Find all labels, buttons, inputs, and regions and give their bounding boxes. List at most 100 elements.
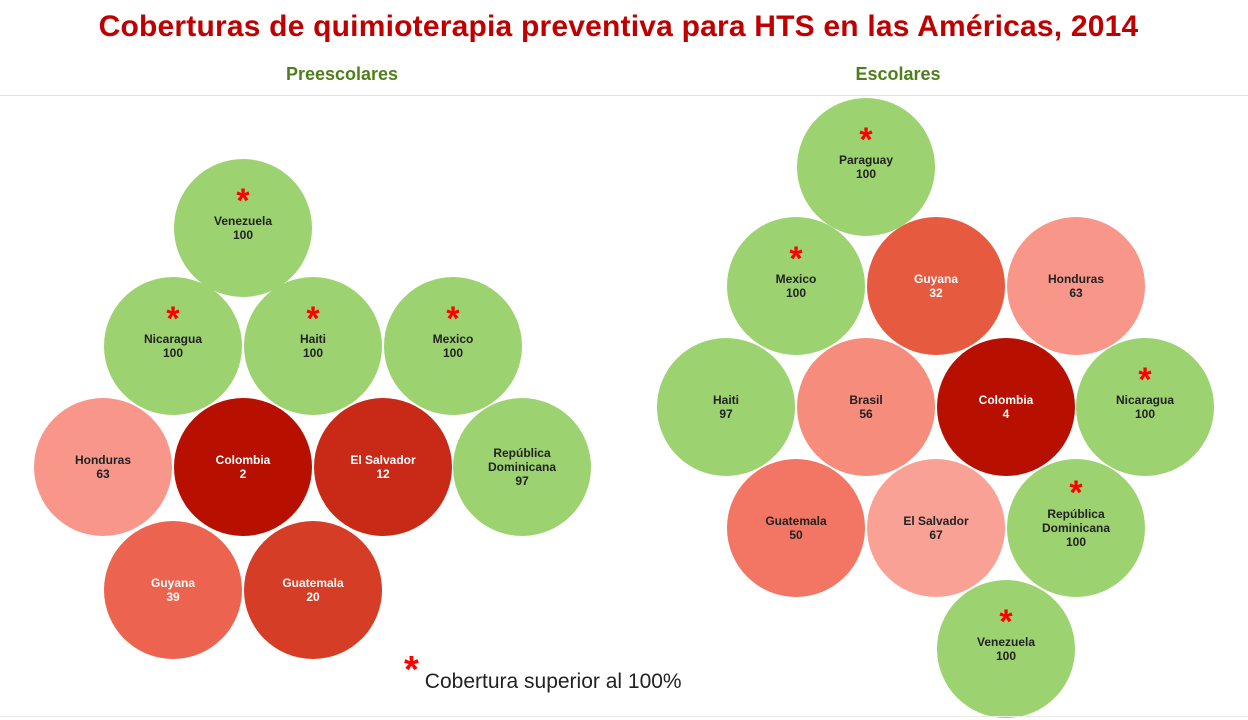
preescolares-haiti-value-label: 100 <box>303 346 323 360</box>
escolares-nicaragua-value-label: 100 <box>1135 407 1155 421</box>
preescolares-guyana-bubble <box>104 521 242 659</box>
preescolares-title: Preescolares <box>285 64 399 84</box>
escolares-mexico-name-label: Mexico <box>776 272 817 286</box>
escolares-guatemala-name-label: Guatemala <box>765 514 827 528</box>
escolares-guatemala-value-label: 50 <box>789 528 803 542</box>
preescolares-guyana-value-label: 39 <box>166 590 180 604</box>
escolares-venezuela-star-icon: * <box>999 603 1013 641</box>
escolares-brasil-name-label: Brasil <box>849 393 882 407</box>
escolares-nicaragua-name-label: Nicaragua <box>1116 393 1174 407</box>
legend: * Cobertura superior al 100% <box>404 650 682 694</box>
preescolares-venezuela-value-label: 100 <box>233 228 253 242</box>
escolares-colombia-bubble <box>937 338 1075 476</box>
escolares-republica-dominicana-name-label: República <box>1047 507 1105 521</box>
escolares-el-salvador-bubble <box>867 459 1005 597</box>
preescolares-colombia-value-label: 2 <box>240 467 247 481</box>
preescolares-mexico-star-icon: * <box>446 300 460 338</box>
preescolares-honduras-name-label: Honduras <box>75 453 131 467</box>
escolares-republica-dominicana-bubble <box>1007 459 1145 597</box>
escolares-guyana-bubble <box>867 217 1005 355</box>
preescolares-mexico-name-label: Mexico <box>433 332 474 346</box>
escolares-brasil-value-label: 56 <box>859 407 873 421</box>
preescolares-colombia-bubble <box>174 398 312 536</box>
escolares-haiti-name-label: Haiti <box>713 393 739 407</box>
preescolares-republica-dominicana-name-label: República <box>493 446 551 460</box>
escolares-guatemala-bubble <box>727 459 865 597</box>
preescolares-nicaragua-star-icon: * <box>166 300 180 338</box>
preescolares-nicaragua-name-label: Nicaragua <box>144 332 202 346</box>
escolares-paraguay-name-label: Paraguay <box>839 153 893 167</box>
preescolares-venezuela-name-label: Venezuela <box>214 214 272 228</box>
escolares-haiti-bubble <box>657 338 795 476</box>
escolares-colombia-name-label: Colombia <box>979 393 1034 407</box>
preescolares-guatemala-bubble <box>244 521 382 659</box>
preescolares-republica-dominicana-name-label: Dominicana <box>488 460 556 474</box>
preescolares-guatemala-value-label: 20 <box>306 590 320 604</box>
header-divider <box>0 95 1248 96</box>
preescolares-haiti-star-icon: * <box>306 300 320 338</box>
preescolares-nicaragua-value-label: 100 <box>163 346 183 360</box>
preescolares-guyana-name-label: Guyana <box>151 576 195 590</box>
escolares-mexico-bubble <box>727 217 865 355</box>
escolares-nicaragua-star-icon: * <box>1138 361 1152 399</box>
chart-title: Coberturas de quimioterapia preventiva p… <box>98 10 1139 43</box>
escolares-mexico-value-label: 100 <box>786 286 806 300</box>
preescolares-venezuela-bubble <box>174 159 312 297</box>
preescolares-honduras-bubble <box>34 398 172 536</box>
legend-text: Cobertura superior al 100% <box>424 670 682 693</box>
escolares-paraguay-star-icon: * <box>859 121 873 159</box>
preescolares-mexico-value-label: 100 <box>443 346 463 360</box>
preescolares-colombia-name-label: Colombia <box>216 453 271 467</box>
escolares-el-salvador-value-label: 67 <box>929 528 943 542</box>
escolares-honduras-name-label: Honduras <box>1048 272 1104 286</box>
preescolares-el-salvador-value-label: 12 <box>376 467 390 481</box>
escolares-guyana-value-label: 32 <box>929 286 943 300</box>
escolares-venezuela-value-label: 100 <box>996 649 1016 663</box>
escolares-venezuela-bubble <box>937 580 1075 718</box>
legend-star-icon: * <box>404 649 419 691</box>
escolares-venezuela-name-label: Venezuela <box>977 635 1035 649</box>
escolares-honduras-bubble <box>1007 217 1145 355</box>
escolares-title: Escolares <box>855 64 941 84</box>
preescolares-el-salvador-name-label: El Salvador <box>350 453 416 467</box>
escolares-paraguay-value-label: 100 <box>856 167 876 181</box>
escolares-el-salvador-name-label: El Salvador <box>903 514 969 528</box>
preescolares-republica-dominicana-bubble <box>453 398 591 536</box>
escolares-republica-dominicana-name-label: Dominicana <box>1042 521 1110 535</box>
escolares-paraguay-bubble <box>797 98 935 236</box>
bottom-divider <box>0 716 1248 717</box>
escolares-nicaragua-bubble <box>1076 338 1214 476</box>
escolares-mexico-star-icon: * <box>789 240 803 278</box>
preescolares-el-salvador-bubble <box>314 398 452 536</box>
preescolares-nicaragua-bubble <box>104 277 242 415</box>
escolares-colombia-value-label: 4 <box>1003 407 1010 421</box>
escolares-guyana-name-label: Guyana <box>914 272 958 286</box>
preescolares-guatemala-name-label: Guatemala <box>282 576 344 590</box>
preescolares-haiti-name-label: Haiti <box>300 332 326 346</box>
escolares-honduras-value-label: 63 <box>1069 286 1083 300</box>
preescolares-honduras-value-label: 63 <box>96 467 110 481</box>
preescolares-republica-dominicana-value-label: 97 <box>515 474 529 488</box>
